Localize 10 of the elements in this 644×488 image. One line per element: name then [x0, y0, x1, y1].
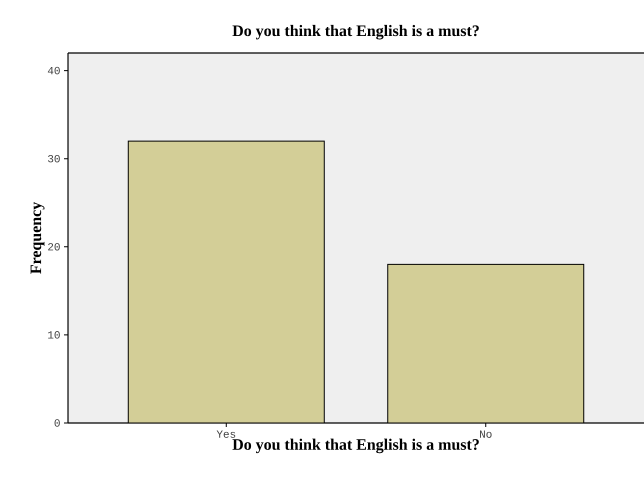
y-tick-label: 30: [48, 154, 60, 162]
y-tick-label: 20: [48, 243, 60, 251]
chart-title: Do you think that English is a must?: [232, 24, 479, 40]
x-tick-label: No: [480, 430, 492, 438]
y-tick-label: 10: [48, 331, 60, 339]
y-axis-title: Frequency: [30, 202, 44, 274]
y-tick-label: 40: [48, 66, 60, 74]
y-tick-label: 0: [54, 419, 60, 427]
x-axis-title: Do you think that English is a must?: [232, 438, 479, 454]
x-tick-label: Yes: [216, 430, 236, 438]
